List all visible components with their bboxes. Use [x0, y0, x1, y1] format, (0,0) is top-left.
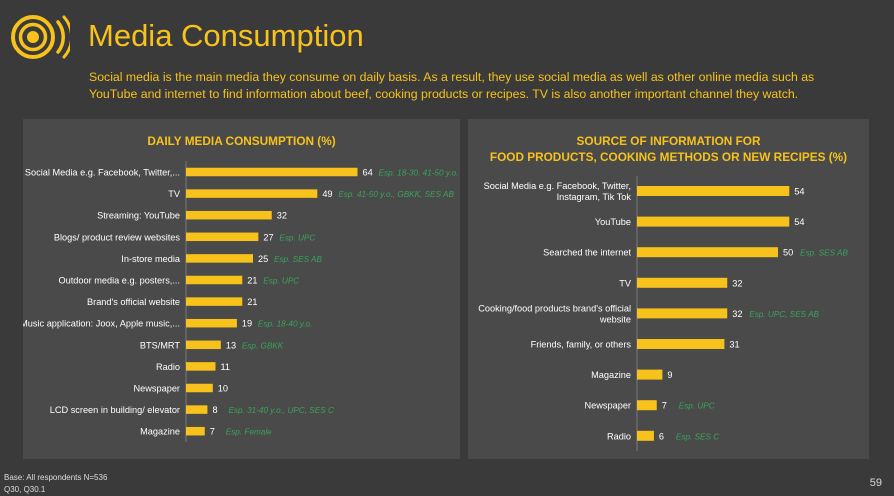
segment-annotation: Esp. 31-40 y.o., UPC, SES C: [228, 406, 334, 415]
bar: [186, 362, 216, 371]
data-label: 54: [794, 217, 804, 227]
category-label: Magazine: [140, 427, 180, 437]
bar: [637, 369, 663, 380]
category-label: Friends, family, or others: [531, 340, 632, 350]
category-label: YouTube: [595, 217, 631, 227]
data-label: 32: [277, 211, 287, 221]
category-label: Cooking/food products brand's official we…: [478, 304, 631, 325]
category-label: In-store media: [121, 254, 181, 264]
segment-annotation: Esp. UPC: [679, 402, 715, 411]
category-label: Music application: Joox, Apple music,...: [23, 319, 180, 329]
bar: [186, 254, 253, 263]
data-label: 32: [732, 309, 742, 319]
segment-annotation: Esp. UPC: [263, 277, 299, 286]
chart-title-line-1: SOURCE OF INFORMATION FOR: [576, 134, 761, 148]
data-label: 21: [247, 297, 257, 307]
daily-media-consumption-chart: Social Media e.g. Facebook, Twitter,... 6…: [23, 161, 459, 442]
data-label: 10: [218, 384, 228, 394]
data-label: 19: [242, 319, 252, 329]
category-label: Searched the internet: [543, 248, 631, 258]
bar: [637, 216, 790, 227]
data-label: 50: [783, 248, 793, 258]
bar: [186, 405, 208, 414]
chart-title-source-info: SOURCE OF INFORMATION FOR FOOD PRODUCTS,…: [468, 133, 869, 165]
data-label: 6: [659, 431, 664, 441]
category-label: TV: [619, 278, 632, 288]
broadcast-target-icon: [11, 15, 70, 59]
daily-media-consumption-panel: DAILY MEDIA CONSUMPTION (%) Social Media…: [23, 119, 460, 459]
segment-annotation: Esp. GBKK: [242, 341, 284, 350]
bar: [186, 340, 221, 350]
base-footnote: Base: All respondents N=536: [4, 473, 108, 482]
page-number: 59: [869, 477, 882, 489]
bar: [186, 210, 272, 220]
category-label: Radio: [607, 431, 631, 441]
category-label: Streaming: YouTube: [97, 211, 180, 221]
category-label: Blogs/ product review websites: [54, 232, 181, 242]
chart-title-line-2: FOOD PRODUCTS, COOKING METHODS OR NEW RE…: [489, 150, 848, 164]
page-title: Media Consumption: [88, 18, 364, 53]
bar: [186, 167, 358, 177]
bar: [186, 189, 318, 198]
category-label: Newspaper: [585, 401, 631, 411]
category-label: Radio: [156, 362, 180, 372]
data-label: 27: [263, 232, 273, 242]
data-label: 21: [247, 276, 257, 286]
data-label: 9: [667, 370, 672, 380]
category-label: LCD screen in building/ elevator: [50, 405, 180, 415]
bar: [637, 186, 790, 196]
chart-title-daily-media: DAILY MEDIA CONSUMPTION (%): [147, 134, 336, 148]
data-label: 64: [363, 168, 373, 178]
bar: [186, 232, 259, 242]
bar: [637, 277, 728, 288]
category-label: Brand's official website: [87, 297, 180, 307]
segment-annotation: Esp. 18-30, 41-50 y.o.: [379, 169, 459, 178]
data-label: 49: [322, 189, 332, 199]
segment-annotation: Esp. SES AB: [800, 249, 848, 258]
data-label: 25: [258, 254, 268, 264]
segment-annotation: Esp. 41-50 y.o., GBKK, SES AB: [338, 190, 454, 199]
segment-annotation: Esp. SES C: [676, 432, 719, 441]
bar: [186, 275, 243, 285]
segment-annotation: Esp. UPC, SES AB: [749, 310, 819, 319]
segment-annotation: Esp. SES AB: [274, 255, 322, 264]
source-of-information-panel: SOURCE OF INFORMATION FOR FOOD PRODUCTS,…: [468, 119, 869, 459]
category-label: BTS/MRT: [140, 340, 181, 350]
bar: [186, 297, 243, 306]
data-label: 7: [210, 427, 215, 437]
bar: [186, 383, 213, 393]
bar: [637, 308, 728, 319]
bar: [637, 339, 725, 349]
category-label: Social Media e.g. Facebook, Twitter,...: [25, 168, 180, 178]
bar: [637, 247, 778, 258]
data-label: 13: [226, 340, 236, 350]
bar: [637, 430, 654, 441]
category-label: Magazine: [591, 370, 631, 380]
segment-annotation: Esp. Female: [226, 428, 272, 437]
segment-annotation: Esp. 18-40 y.o.: [258, 320, 312, 329]
source-of-information-chart: Social Media e.g. Facebook, Twitter, Inst…: [478, 175, 848, 452]
category-label: Newspaper: [134, 384, 180, 394]
category-label: TV: [168, 189, 181, 199]
data-label: 7: [662, 401, 667, 411]
data-label: 8: [212, 405, 217, 415]
data-label: 31: [729, 340, 739, 350]
category-label: Outdoor media e.g. posters,...: [58, 276, 180, 286]
data-label: 54: [794, 187, 804, 197]
bar: [186, 318, 237, 328]
data-label: 11: [220, 362, 230, 372]
bar: [637, 400, 657, 411]
segment-annotation: Esp. UPC: [279, 233, 315, 242]
page-subtitle: Social media is the main media they cons…: [89, 70, 815, 101]
category-label: Social Media e.g. Facebook, Twitter, Inst…: [484, 181, 632, 202]
data-label: 32: [732, 278, 742, 288]
bar: [186, 426, 205, 436]
question-footnote: Q30, Q30.1: [4, 485, 46, 494]
